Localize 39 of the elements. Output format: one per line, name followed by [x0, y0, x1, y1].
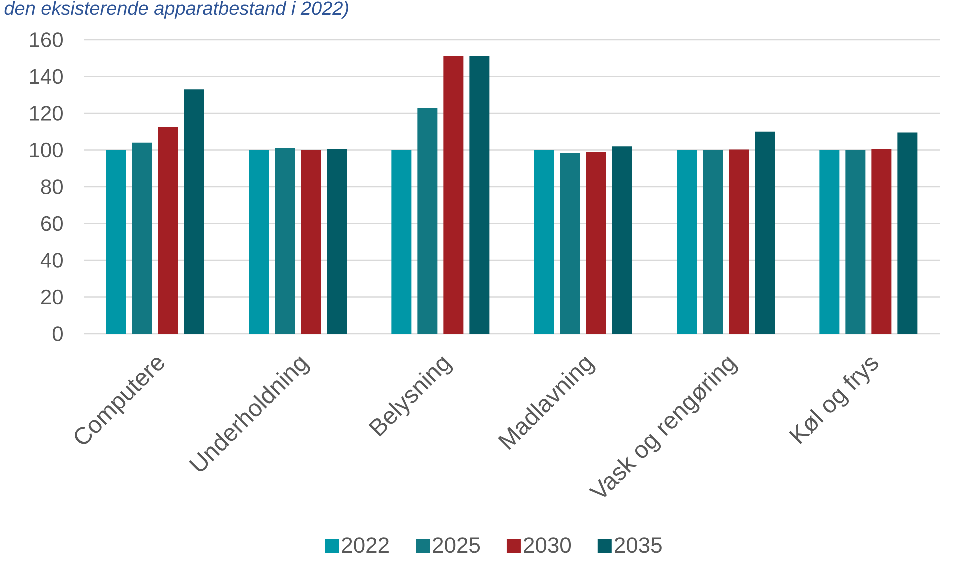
- y-tick-label: 20: [42, 290, 63, 305]
- bar: [729, 150, 750, 334]
- legend-label: 2025: [433, 538, 480, 554]
- bar: [444, 56, 464, 334]
- bar: [846, 150, 866, 334]
- bar: [534, 150, 554, 334]
- y-tick-label: 140: [30, 69, 63, 84]
- bar: [470, 56, 490, 334]
- chart-title: den eksisterende apparatbestand i 2022): [4, 1, 348, 19]
- y-tick-label: 160: [30, 32, 63, 48]
- bar: [158, 127, 178, 334]
- bar: [249, 150, 269, 334]
- legend-label: 2022: [342, 538, 389, 554]
- legend-label: 2030: [524, 538, 572, 554]
- bar: [301, 150, 322, 334]
- y-tick-label: 40: [40, 253, 63, 268]
- bar: [898, 132, 918, 334]
- legend-label: 2035: [614, 538, 662, 554]
- bar: [418, 108, 438, 334]
- y-tick-label: 80: [41, 180, 63, 194]
- bar: [132, 142, 152, 334]
- bar: [560, 153, 580, 334]
- bar: [820, 150, 840, 334]
- bar: [327, 149, 348, 334]
- y-tick-label: 120: [30, 106, 63, 121]
- y-tick-label: 100: [30, 142, 63, 158]
- bar: [586, 152, 606, 334]
- bar: [612, 146, 632, 334]
- bar: [677, 150, 698, 334]
- bar: [755, 132, 776, 334]
- bar: [703, 150, 724, 334]
- x-tick-label: Køl og frys: [789, 358, 879, 444]
- bar: [392, 150, 412, 334]
- bar: [275, 148, 296, 334]
- y-tick-label: 60: [42, 216, 63, 232]
- y-tick-label: 0: [52, 326, 63, 342]
- bar: [106, 150, 126, 334]
- bar: [872, 149, 892, 334]
- bar: [184, 90, 204, 334]
